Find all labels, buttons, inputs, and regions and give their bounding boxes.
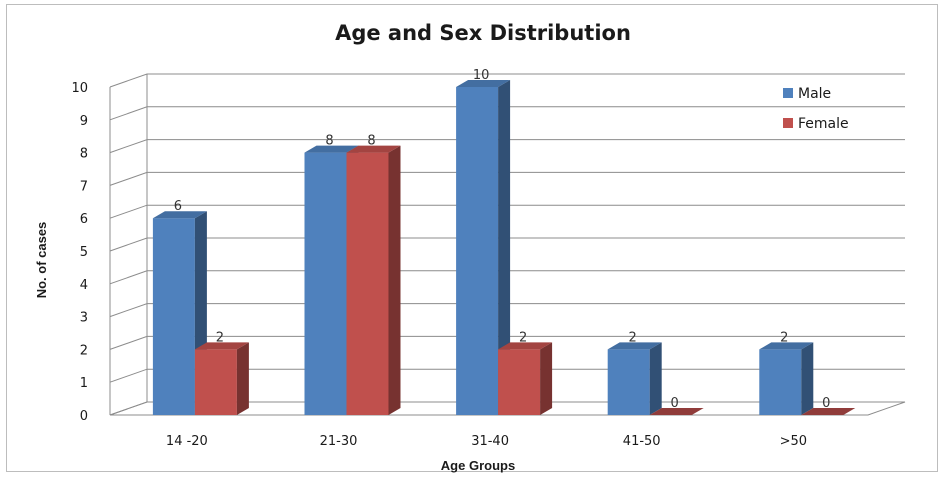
data-label: 0 [822,396,830,411]
bar-top [759,342,814,350]
y-tick-label: 6 [80,212,88,227]
bar-top [346,145,401,153]
bar-female-4 [801,408,856,415]
legend-label-female: Female [798,116,849,132]
legend: Male Female [783,86,849,132]
bar-side [388,145,401,415]
y-tick-label: 2 [80,343,88,358]
y-axis-title: No. of cases [34,222,49,299]
data-label: 8 [367,134,375,149]
y-tick-label: 4 [80,278,88,293]
legend-swatch-female [783,118,793,128]
bar-flat [801,408,856,415]
bar-flat [649,408,704,415]
bar-top [498,342,553,350]
data-label: 6 [174,199,182,214]
chart-title: Age and Sex Distribution [335,21,631,45]
bar-female-3 [649,408,704,415]
x-tick-label: 41-50 [623,434,661,449]
bars [152,80,856,415]
data-labels: 6 2 8 8 10 2 2 0 2 0 [174,68,831,411]
bar-side [649,342,662,415]
bar-male-2 [456,80,511,415]
legend-label-male: Male [798,86,831,102]
x-tick-label: 31-40 [471,434,509,449]
y-tick-label: 10 [71,81,88,96]
y-tick-label: 9 [80,114,88,129]
bar-female-2 [498,342,553,415]
bar-top [456,80,511,87]
bar-front [456,87,499,415]
y-tick-label: 5 [80,245,88,260]
bar-front [346,152,389,415]
y-tick-label: 0 [80,409,88,424]
bar-front [498,349,541,415]
data-label: 2 [216,330,224,345]
x-tick-label: 14 -20 [166,434,208,449]
y-tick-label: 8 [80,147,88,162]
bar-top [304,145,359,153]
bar-front [304,152,347,415]
bar-side [236,342,249,415]
bar-side [540,342,553,415]
y-axis-ticks: 0 1 2 3 4 5 6 7 8 9 10 [71,81,88,424]
bar-top [607,342,662,350]
data-label: 2 [519,330,527,345]
x-tick-label: >50 [780,434,807,449]
x-axis-title: Age Groups [441,458,515,473]
y-tick-label: 1 [80,376,88,391]
data-label: 2 [780,330,788,345]
bar-front [194,349,237,415]
y-tick-label: 7 [80,179,88,194]
data-label: 8 [325,134,333,149]
x-tick-label: 21-30 [320,434,358,449]
bar-female-1 [346,145,401,415]
data-label: 0 [671,396,679,411]
bar-front [759,349,802,415]
x-axis-ticks: 14 -20 21-30 31-40 41-50 >50 [166,434,807,449]
legend-swatch-male [783,88,793,98]
data-label: 10 [473,68,490,83]
bar-male-4 [759,342,814,415]
data-label: 2 [629,330,637,345]
bar-female-0 [194,342,249,415]
bar-top [152,211,207,219]
y-tick-label: 3 [80,311,88,326]
bar-male-3 [607,342,662,415]
bar-front [607,349,650,415]
bar-side [498,80,511,415]
bar-side [801,342,814,415]
bar-top [194,342,249,350]
bar-front [152,218,195,415]
